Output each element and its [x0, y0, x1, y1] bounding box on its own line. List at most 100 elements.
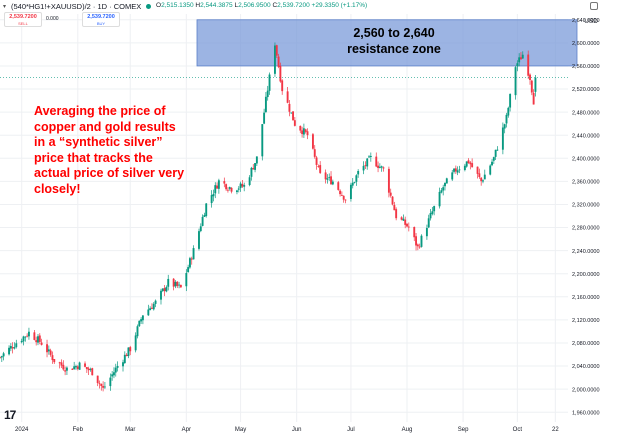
candle-body[interactable]: [532, 92, 535, 105]
candle-body[interactable]: [402, 218, 405, 221]
candle-body[interactable]: [277, 56, 280, 67]
candle-body[interactable]: [188, 258, 191, 268]
candle-body[interactable]: [11, 347, 14, 349]
candle-body[interactable]: [122, 362, 124, 367]
candle-body[interactable]: [53, 359, 56, 363]
candle-body[interactable]: [482, 180, 484, 182]
candle-body[interactable]: [85, 367, 88, 370]
candle-body[interactable]: [203, 215, 206, 217]
candle-body[interactable]: [369, 155, 372, 157]
candle-body[interactable]: [223, 181, 226, 184]
candle-body[interactable]: [416, 244, 419, 247]
candle-body[interactable]: [210, 195, 213, 204]
candle-body[interactable]: [378, 166, 381, 168]
candle-body[interactable]: [281, 80, 284, 92]
candle-body[interactable]: [13, 347, 16, 349]
candle-body[interactable]: [114, 367, 117, 373]
candle-body[interactable]: [339, 190, 342, 195]
candle-body[interactable]: [9, 346, 12, 349]
candle-body[interactable]: [40, 342, 43, 345]
candle-body[interactable]: [331, 181, 334, 185]
candle-body[interactable]: [313, 149, 316, 157]
candle-body[interactable]: [418, 246, 421, 248]
candle-body[interactable]: [98, 383, 101, 385]
candle-body[interactable]: [501, 127, 504, 150]
candle-body[interactable]: [123, 354, 126, 364]
candle-body[interactable]: [286, 91, 289, 103]
resistance-zone[interactable]: [196, 19, 578, 67]
candle-body[interactable]: [368, 156, 370, 158]
candle-body[interactable]: [489, 165, 492, 175]
candle-body[interactable]: [255, 156, 258, 164]
candle-body[interactable]: [116, 366, 119, 368]
candle-body[interactable]: [509, 94, 512, 108]
candle-body[interactable]: [355, 175, 358, 182]
candle-body[interactable]: [161, 288, 164, 291]
candle-body[interactable]: [364, 165, 367, 166]
candle-body[interactable]: [503, 124, 506, 129]
candle-body[interactable]: [178, 284, 181, 286]
candle-body[interactable]: [520, 57, 522, 60]
candle-body[interactable]: [292, 111, 294, 121]
candle-body[interactable]: [46, 344, 48, 353]
candle-body[interactable]: [425, 227, 428, 237]
candle-body[interactable]: [163, 288, 166, 292]
candle-body[interactable]: [387, 168, 390, 193]
candle-body[interactable]: [351, 182, 354, 186]
candle-body[interactable]: [91, 368, 94, 376]
candle-body[interactable]: [451, 172, 454, 180]
candle-body[interactable]: [73, 366, 76, 370]
currency-label[interactable]: USD: [584, 18, 598, 25]
candle-body[interactable]: [301, 130, 304, 135]
candle-body[interactable]: [217, 180, 220, 189]
candle-body[interactable]: [415, 236, 418, 246]
candle-body[interactable]: [102, 385, 105, 388]
candle-body[interactable]: [140, 319, 143, 322]
candle-body[interactable]: [141, 315, 144, 321]
candle-body[interactable]: [427, 218, 430, 228]
candle-body[interactable]: [404, 219, 407, 225]
candle-body[interactable]: [496, 149, 499, 151]
candle-body[interactable]: [326, 178, 329, 180]
candle-body[interactable]: [494, 149, 497, 157]
candle-body[interactable]: [476, 166, 479, 174]
candle-body[interactable]: [456, 170, 459, 173]
candle-body[interactable]: [47, 349, 50, 352]
symbol-title[interactable]: (540*HG1!+XAUUSD)/2 · 1D · COMEX: [11, 2, 142, 11]
candle-body[interactable]: [521, 54, 524, 59]
candle-body[interactable]: [71, 368, 74, 370]
candle-body[interactable]: [49, 350, 52, 355]
candle-body[interactable]: [328, 176, 331, 178]
candle-body[interactable]: [248, 177, 251, 186]
candle-body[interactable]: [311, 134, 314, 149]
settings-icon[interactable]: [590, 2, 598, 10]
candle-body[interactable]: [165, 287, 168, 292]
candle-body[interactable]: [239, 183, 242, 189]
candle-body[interactable]: [438, 191, 441, 207]
candle-body[interactable]: [129, 347, 132, 352]
candle-body[interactable]: [471, 163, 474, 168]
candle-body[interactable]: [467, 160, 470, 164]
candle-body[interactable]: [465, 161, 468, 167]
candle-body[interactable]: [389, 192, 392, 196]
candle-body[interactable]: [492, 157, 495, 161]
candle-body[interactable]: [205, 203, 208, 216]
candle-body[interactable]: [20, 340, 23, 343]
candle-body[interactable]: [261, 124, 264, 157]
candle-body[interactable]: [349, 184, 352, 200]
candle-body[interactable]: [154, 300, 157, 304]
candle-body[interactable]: [65, 367, 68, 371]
candle-body[interactable]: [243, 185, 246, 187]
candle-body[interactable]: [96, 375, 99, 383]
candle-body[interactable]: [62, 364, 65, 370]
candle-body[interactable]: [458, 169, 461, 171]
candle-body[interactable]: [382, 167, 385, 169]
candle-body[interactable]: [377, 165, 380, 168]
candle-body[interactable]: [406, 223, 408, 227]
candle-body[interactable]: [337, 182, 340, 190]
candle-body[interactable]: [113, 372, 115, 376]
candle-body[interactable]: [340, 195, 343, 196]
candle-body[interactable]: [33, 332, 36, 340]
candle-body[interactable]: [2, 353, 5, 357]
